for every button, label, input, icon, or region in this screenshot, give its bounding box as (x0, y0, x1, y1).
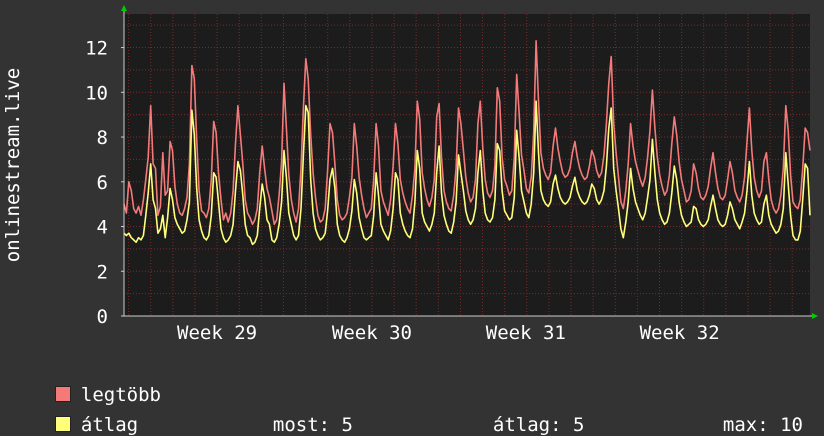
stat-now: most: 5 (250, 392, 353, 436)
stat-now-value: 5 (341, 414, 353, 436)
stat-avg-value: 5 (572, 414, 585, 436)
stat-max-value: 10 (780, 414, 803, 436)
y-tick-label: 2 (97, 261, 108, 283)
plot-area (124, 14, 810, 316)
stat-avg: átlag: 5 (470, 392, 585, 436)
legend-item-avg: átlag (32, 392, 138, 436)
y-tick-label: 4 (97, 217, 108, 239)
y-tick-label: 8 (97, 127, 108, 149)
series-line-0 (123, 39, 811, 226)
stat-max: max: 10 (700, 392, 803, 436)
axes (121, 5, 818, 319)
stat-max-label: max: (722, 414, 769, 436)
x-tick-label: Week 32 (640, 322, 720, 344)
x-tick-label: Week 30 (332, 322, 412, 344)
series-layer (123, 39, 811, 246)
x-tick-label: Week 29 (177, 322, 257, 344)
y-tick-label: 10 (85, 82, 108, 104)
legend-item-max: legtöbb (32, 362, 161, 406)
stat-now-label: most: (272, 414, 331, 436)
y-axis-arrow (121, 5, 127, 11)
legend-label-avg: átlag (80, 414, 139, 436)
y-tick-label: 6 (97, 172, 108, 194)
y-axis-label: onlinestream.live (2, 68, 24, 262)
x-tick-label: Week 31 (486, 322, 566, 344)
series-line-1 (123, 100, 811, 246)
stat-avg-label: átlag: (492, 414, 562, 436)
y-tick-label: 0 (97, 306, 108, 328)
legend-label-max: legtöbb (80, 384, 161, 406)
y-tick-label: 12 (85, 38, 108, 60)
x-axis-arrow (812, 313, 818, 319)
tick-labels: 0 2 4 6 8 10 12 Week 29 Week 30 Week 31 Week 32 (85, 38, 720, 344)
legend-swatch-max (54, 386, 71, 402)
